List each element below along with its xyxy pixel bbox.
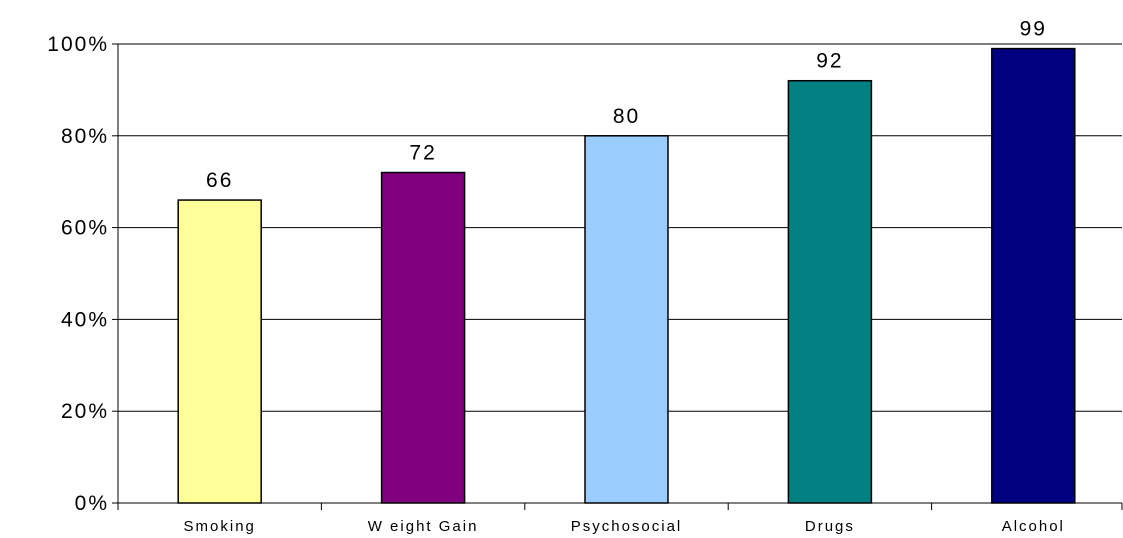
- y-tick-label: 100%: [47, 33, 109, 56]
- x-tick-label: Drugs: [805, 518, 855, 535]
- bar-w-eight-gain: [380, 171, 466, 504]
- bar-drugs: [787, 79, 873, 504]
- data-label: 92: [816, 50, 843, 73]
- bar-psychosocial: [584, 135, 669, 504]
- x-tick-label: Smoking: [184, 518, 256, 535]
- data-labels: 66 72 80 92 99: [206, 18, 1047, 192]
- y-tick-label: 0%: [75, 492, 109, 515]
- bar-alcohol: [991, 47, 1076, 504]
- bar-smoking: [177, 199, 262, 504]
- axes: [112, 43, 1123, 510]
- bars: [177, 47, 1076, 504]
- x-tick-labels: Smoking W eight Gain Psychosocial Drugs Alco…: [184, 518, 1065, 535]
- data-label: 99: [1020, 18, 1047, 41]
- data-label: 80: [613, 105, 640, 128]
- y-tick-label: 40%: [61, 308, 109, 331]
- data-label: 66: [206, 169, 233, 192]
- data-label: 72: [409, 142, 436, 165]
- y-tick-label: 80%: [61, 125, 109, 148]
- y-tick-label: 20%: [61, 400, 109, 423]
- x-tick-label: W eight Gain: [368, 518, 479, 535]
- y-tick-labels: 0% 20% 40% 60% 80% 100%: [47, 33, 109, 515]
- x-tick-label: Alcohol: [1002, 518, 1065, 535]
- y-tick-label: 60%: [61, 217, 109, 240]
- x-tick-label: Psychosocial: [571, 518, 683, 535]
